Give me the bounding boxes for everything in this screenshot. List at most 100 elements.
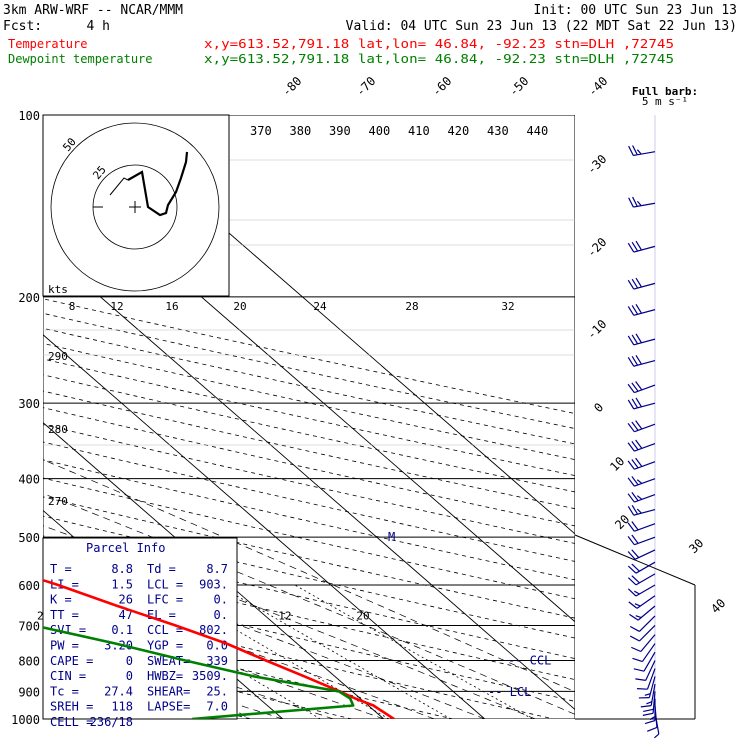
wind-barb-flag [634,603,641,607]
parcel-value: 26 [119,593,133,607]
hodograph: 25 50 kts [42,114,230,297]
parcel-key: YGP = [147,639,183,653]
parcel-value: 118 [111,700,133,714]
hodo-speed-label: 12 [110,300,123,313]
wind-barb-flag [636,495,643,500]
mixing-ratio-line [217,584,452,719]
wind-barb [627,354,656,367]
wind-barb-flag [631,241,639,252]
wind-barb [629,625,656,642]
wind-barb [627,476,656,487]
hodograph-trace [127,151,189,217]
lcl-marker: -- LCL [488,685,531,699]
wind-barb-flag [628,145,634,156]
sounding-profiles [43,578,395,719]
moist-adiabat [43,581,435,719]
wind-barb-flag [643,708,654,712]
wind-barb [627,304,656,316]
wind-barb-flag [635,678,646,681]
wind-barb [627,491,656,503]
pressure-labels: 100 200 300 400 500 600 700 800 900 1000 [11,109,40,727]
mixing-ratio-label: 2 [37,609,44,622]
wind-barb [627,573,656,586]
parcel-key: LCL = [147,577,183,591]
mixing-ratio-line [94,584,321,719]
wind-barb [627,240,656,253]
wind-barb [627,333,656,346]
wind-barb-flag [627,383,635,393]
parcel-info-title: Parcel Info [86,541,165,555]
isotherm [43,334,486,719]
ccl-marker: -- CCL [508,653,551,667]
wind-barb-flag [631,459,639,469]
wind-barb [627,534,656,546]
wind-barb-flag [631,534,639,544]
parcel-key: CCL = [147,623,183,637]
parcel-key: PW = [50,639,79,653]
theta-label: 410 [408,124,430,138]
parcel-key: CIN = [50,669,86,683]
legend-dewpoint-info: x,y=613.52,791.18 lat,lon= 46.84, -92.23… [204,52,674,66]
wind-barb-flag [627,577,637,586]
m-marker: M [388,530,395,544]
pressure-label: 200 [18,291,40,305]
wind-barb-flag [635,381,643,391]
wind-barb-shaft [639,615,656,632]
wind-barb-flag [632,145,638,156]
theta-label: 370 [250,124,272,138]
wind-barb-flag [631,505,639,515]
wind-barb-flag [627,522,635,532]
wind-barb-flag [631,278,639,289]
wind-barb-flag [654,733,660,739]
dry-adiabat [43,598,556,719]
level-markers: -- CCL -- LCL M [388,530,551,699]
wind-barb-flag [627,535,635,546]
wind-barb [628,196,656,208]
parcel-value: 339 [206,654,228,668]
wind-barb-flag [627,335,635,346]
wind-barb-flag [629,625,640,632]
barb-key-line1: Full barb: [632,85,698,98]
parcel-value: 802. [199,623,228,637]
wind-barb-flag [635,277,642,288]
wind-barb [627,584,656,597]
parcel-value: 236/18 [90,715,133,729]
wind-barb-flag [631,382,639,392]
wind-barb-flag [631,646,642,653]
wind-barb-flag [635,615,642,619]
wind-barb-flag [627,242,635,253]
wind-barb [627,397,656,410]
wind-barb-shaft [640,634,656,652]
wind-barb-flag [627,442,635,452]
hodo-speed-label: 16 [165,300,178,313]
parcel-key: SHEAR= [147,684,190,698]
forecast-hour: 4 h [87,19,110,34]
parcel-value: 7.0 [206,700,228,714]
parcel-value: 0 [126,669,133,683]
parcel-value: 1.5 [111,577,133,591]
parcel-value: 903. [199,577,228,591]
wind-barb-shaft [641,643,656,662]
wind-barb-flag [631,334,639,345]
wind-barb [637,668,656,690]
theta-side-label: 290 [48,350,68,363]
wind-barb-flag [631,491,639,502]
wind-barb [627,420,656,433]
wind-barb [627,439,656,452]
wind-barb-flag [627,306,635,316]
wind-barb [654,712,660,739]
dry-adiabat [43,342,575,461]
wind-barb [629,615,656,632]
wind-barb-flag [633,668,645,672]
wind-barb-flag [644,719,656,725]
wind-barb-flag [636,479,643,484]
forecast-label: Fcst: [3,19,42,34]
wind-barb-flag [631,398,639,409]
wind-barb [638,676,656,699]
parcel-key: SWEAT= [147,654,190,668]
wind-barb-flag [635,304,642,314]
wind-barb-flag [629,613,639,621]
parcel-value: 0.1 [111,623,133,637]
wind-barb-flag [631,563,640,572]
wind-barb-flag [631,521,639,531]
